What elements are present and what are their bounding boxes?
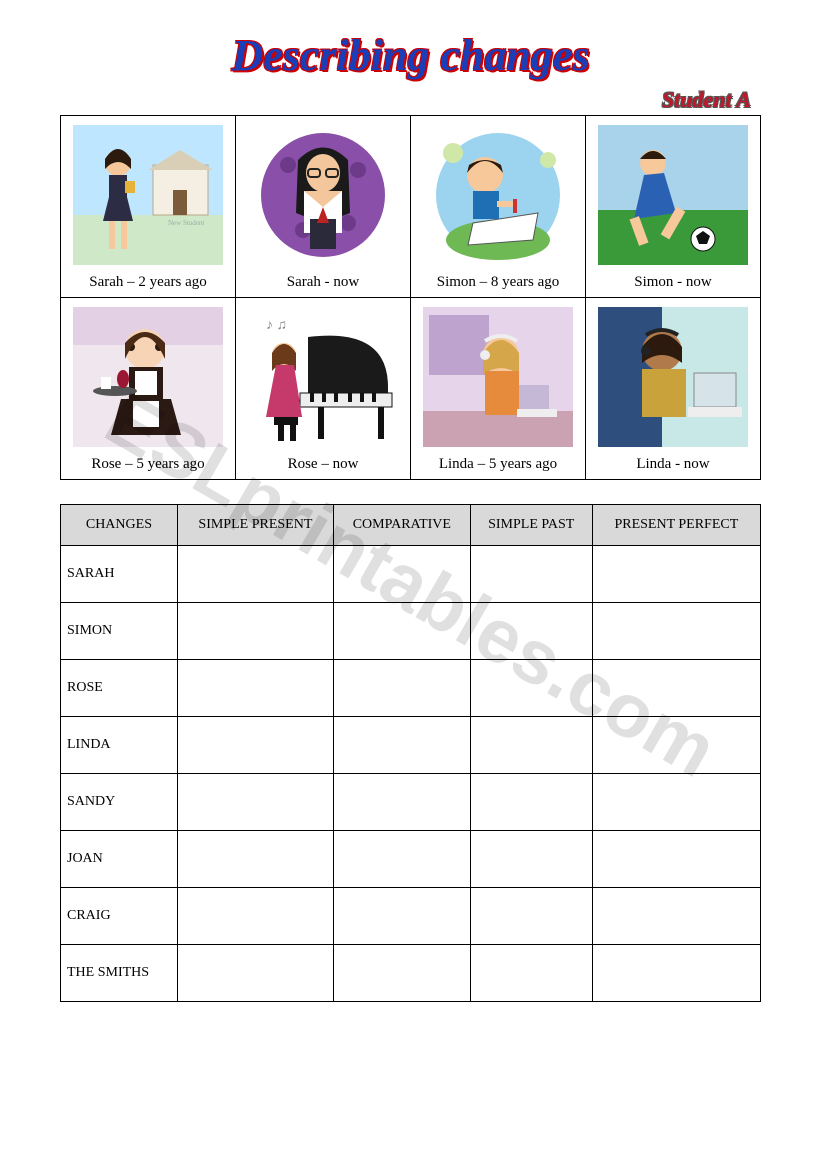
- illustration-soccer: [588, 120, 758, 270]
- picture-cell: Sarah - now: [236, 116, 411, 298]
- illustration-headset-1: [413, 302, 583, 452]
- cell[interactable]: [333, 831, 470, 888]
- col-header: PRESENT PERFECT: [592, 505, 760, 546]
- cell[interactable]: [592, 888, 760, 945]
- table-row: THE SMITHS: [61, 945, 761, 1002]
- picture-caption: Simon – 8 years ago: [413, 270, 583, 293]
- picture-caption: Sarah – 2 years ago: [63, 270, 233, 293]
- cell[interactable]: [333, 774, 470, 831]
- cell[interactable]: [470, 660, 592, 717]
- picture-row: New Student Sarah – 2 years ago: [61, 116, 761, 298]
- cell[interactable]: [177, 660, 333, 717]
- cell[interactable]: [592, 945, 760, 1002]
- picture-cell: Linda – 5 years ago: [411, 298, 586, 480]
- cell[interactable]: [333, 945, 470, 1002]
- student-label: Student A: [60, 87, 751, 113]
- svg-text:New Student: New Student: [168, 219, 204, 227]
- picture-caption: Simon - now: [588, 270, 758, 293]
- picture-caption: Rose – 5 years ago: [63, 452, 233, 475]
- row-label: SANDY: [61, 774, 178, 831]
- col-header: SIMPLE PAST: [470, 505, 592, 546]
- picture-cell: Simon - now: [586, 116, 761, 298]
- cell[interactable]: [333, 660, 470, 717]
- cell[interactable]: [592, 546, 760, 603]
- cell[interactable]: [470, 546, 592, 603]
- picture-cell: Simon – 8 years ago: [411, 116, 586, 298]
- cell[interactable]: [592, 717, 760, 774]
- row-label: CRAIG: [61, 888, 178, 945]
- worksheet-page: ESLprintables.com Describing changes Stu…: [0, 0, 821, 1169]
- col-header: CHANGES: [61, 505, 178, 546]
- cell[interactable]: [470, 888, 592, 945]
- picture-cell: New Student Sarah – 2 years ago: [61, 116, 236, 298]
- row-label: LINDA: [61, 717, 178, 774]
- cell[interactable]: [177, 831, 333, 888]
- col-header: SIMPLE PRESENT: [177, 505, 333, 546]
- picture-caption: Linda – 5 years ago: [413, 452, 583, 475]
- picture-caption: Linda - now: [588, 452, 758, 475]
- illustration-waitress: [63, 302, 233, 452]
- illustration-schoolgirl: New Student: [63, 120, 233, 270]
- cell[interactable]: [470, 774, 592, 831]
- cell[interactable]: [470, 603, 592, 660]
- picture-grid: New Student Sarah – 2 years ago: [60, 115, 761, 480]
- table-row: SANDY: [61, 774, 761, 831]
- cell[interactable]: [592, 831, 760, 888]
- cell[interactable]: [470, 831, 592, 888]
- table-row: ROSE: [61, 660, 761, 717]
- cell[interactable]: [177, 945, 333, 1002]
- cell[interactable]: [592, 603, 760, 660]
- cell[interactable]: [333, 888, 470, 945]
- picture-cell: Rose – 5 years ago: [61, 298, 236, 480]
- table-row: SARAH: [61, 546, 761, 603]
- row-label: ROSE: [61, 660, 178, 717]
- row-label: JOAN: [61, 831, 178, 888]
- svg-text:♪ ♫: ♪ ♫: [266, 318, 287, 333]
- table-row: SIMON: [61, 603, 761, 660]
- illustration-headset-2: [588, 302, 758, 452]
- table-row: CRAIG: [61, 888, 761, 945]
- cell[interactable]: [177, 546, 333, 603]
- illustration-piano: ♪ ♫: [238, 302, 408, 452]
- picture-caption: Rose – now: [238, 452, 408, 475]
- cell[interactable]: [592, 660, 760, 717]
- illustration-boy-drawing: [413, 120, 583, 270]
- picture-cell: ♪ ♫ Rose – now: [236, 298, 411, 480]
- table-row: LINDA: [61, 717, 761, 774]
- cell[interactable]: [592, 774, 760, 831]
- page-title: Describing changes: [60, 30, 761, 81]
- table-row: JOAN: [61, 831, 761, 888]
- cell[interactable]: [333, 546, 470, 603]
- picture-row: Rose – 5 years ago ♪ ♫: [61, 298, 761, 480]
- cell[interactable]: [177, 717, 333, 774]
- picture-caption: Sarah - now: [238, 270, 408, 293]
- col-header: COMPARATIVE: [333, 505, 470, 546]
- cell[interactable]: [333, 603, 470, 660]
- row-label: SARAH: [61, 546, 178, 603]
- cell[interactable]: [470, 945, 592, 1002]
- cell[interactable]: [177, 888, 333, 945]
- cell[interactable]: [177, 774, 333, 831]
- changes-table: CHANGES SIMPLE PRESENT COMPARATIVE SIMPL…: [60, 504, 761, 1002]
- cell[interactable]: [177, 603, 333, 660]
- cell[interactable]: [333, 717, 470, 774]
- illustration-woman-glasses: [238, 120, 408, 270]
- cell[interactable]: [470, 717, 592, 774]
- row-label: SIMON: [61, 603, 178, 660]
- picture-cell: Linda - now: [586, 298, 761, 480]
- table-header-row: CHANGES SIMPLE PRESENT COMPARATIVE SIMPL…: [61, 505, 761, 546]
- row-label: THE SMITHS: [61, 945, 178, 1002]
